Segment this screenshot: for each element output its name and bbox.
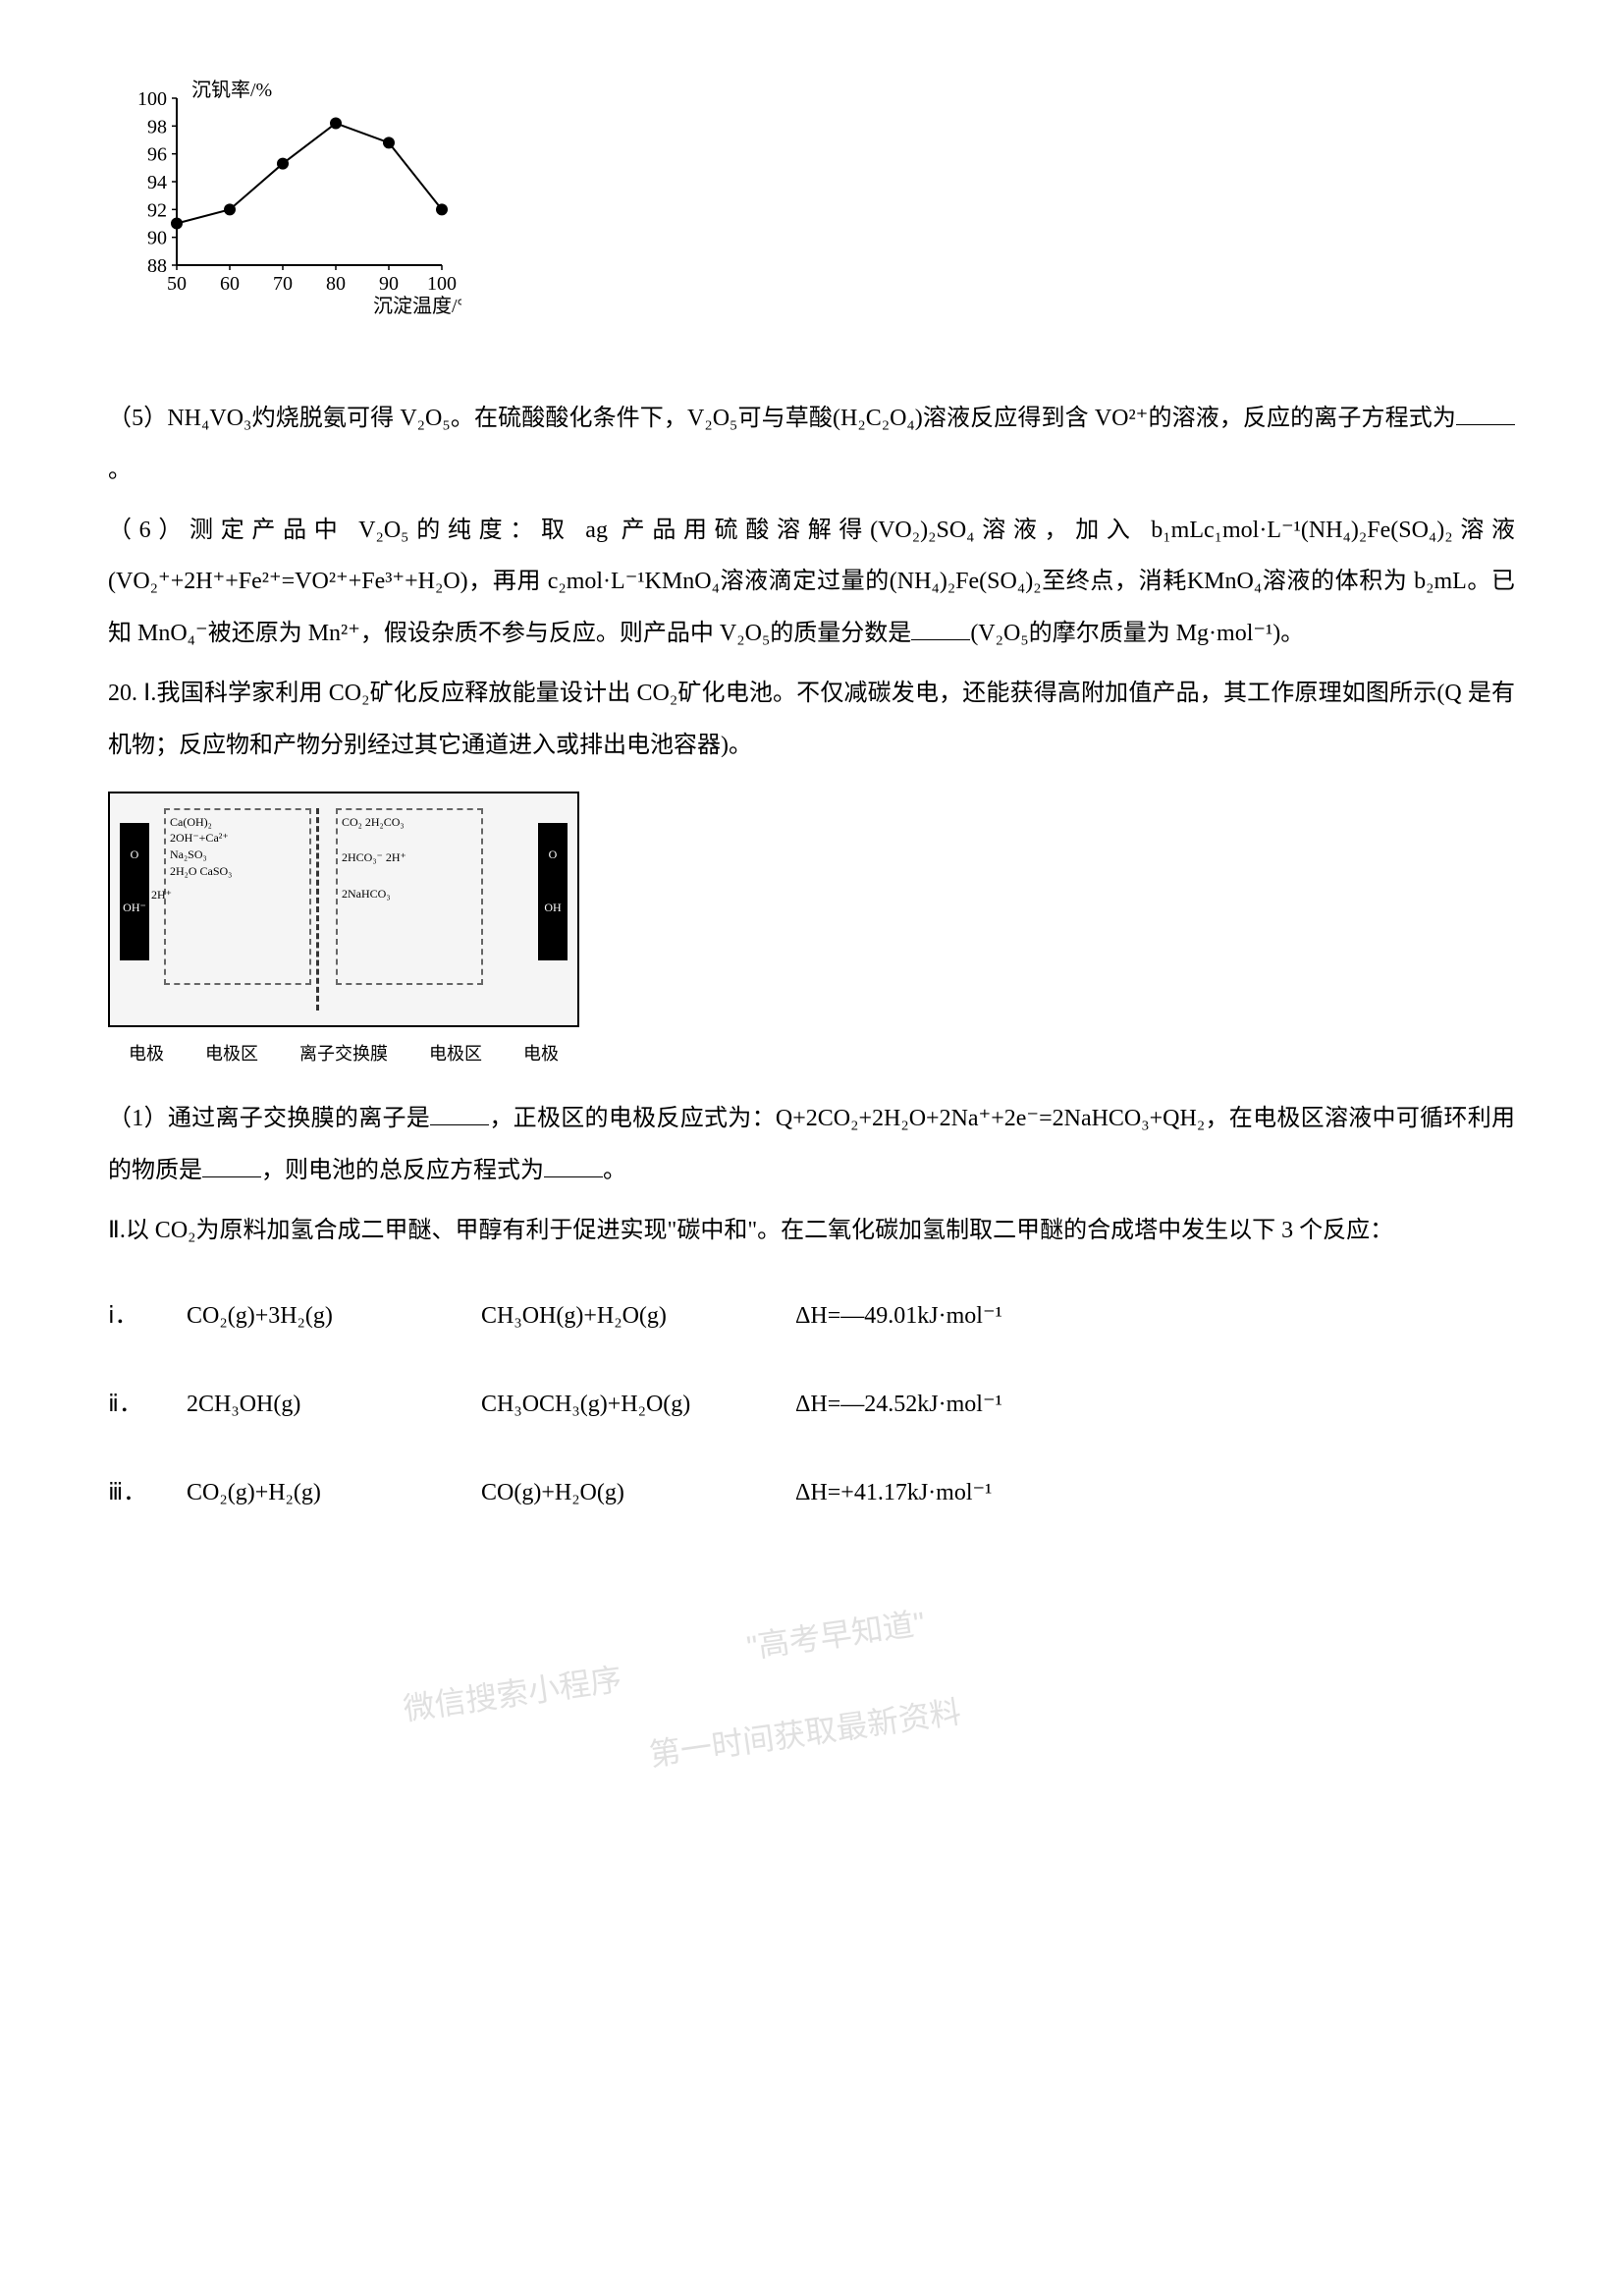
watermark-2: 微信搜索小程序 bbox=[399, 1645, 626, 1744]
reaction-line: ⅲ．CO₂(g)+H₂(g)CO(g)+H₂O(g)ΔH=+41.17kJ·mo… bbox=[108, 1463, 1515, 1522]
svg-text:96: 96 bbox=[147, 144, 167, 166]
reaction-num: ⅱ． bbox=[108, 1375, 187, 1434]
svg-text:沉淀温度/°C: 沉淀温度/°C bbox=[373, 295, 461, 314]
svg-text:88: 88 bbox=[147, 255, 167, 277]
watermark-3: 第一时间获取最新资料 bbox=[645, 1677, 966, 1789]
right-o-label: O bbox=[538, 843, 568, 866]
q20-2-text: Ⅱ.以 CO₂为原料加氢合成二甲醚、甲醇有利于促进实现"碳中和"。在二氧化碳加氢… bbox=[108, 1218, 1393, 1243]
left-oh-label: OH⁻ bbox=[120, 896, 149, 919]
q5-text-a: （5）NH₄VO₃灼烧脱氨可得 V₂O₅。在硫酸酸化条件下，V₂O₅可与草酸(H… bbox=[108, 406, 1456, 431]
electrode-right: O OH bbox=[538, 823, 568, 960]
watermark-1: "高考早知道" bbox=[742, 1589, 930, 1682]
left-o-label: O bbox=[120, 843, 149, 866]
q20-intro-text: 20. Ⅰ.我国科学家利用 CO₂矿化反应释放能量设计出 CO₂矿化电池。不仅减… bbox=[108, 681, 1515, 758]
svg-text:100: 100 bbox=[427, 273, 457, 295]
reactions-list: ⅰ．CO₂(g)+3H₂(g)CH₃OH(g)+H₂O(g)ΔH=—49.01k… bbox=[108, 1286, 1515, 1522]
q20-1-blank3 bbox=[544, 1149, 603, 1177]
reaction-reactants: 2CH₃OH(g) bbox=[187, 1375, 481, 1434]
label-electrode-r: 电极 bbox=[523, 1035, 559, 1074]
svg-text:92: 92 bbox=[147, 199, 167, 221]
reaction-products: CO(g)+H₂O(g) bbox=[481, 1463, 795, 1522]
svg-text:沉钒率/%: 沉钒率/% bbox=[191, 79, 272, 101]
question-20-1: （1）通过离子交换膜的离子是，正极区的电极反应式为：Q+2CO₂+2H₂O+2N… bbox=[108, 1093, 1515, 1197]
rz-l3: 2NaHCO₃ bbox=[342, 886, 477, 902]
svg-text:50: 50 bbox=[167, 273, 187, 295]
right-oh-label: OH bbox=[538, 896, 568, 919]
svg-text:60: 60 bbox=[220, 273, 240, 295]
reaction-enthalpy: ΔH=—24.52kJ·mol⁻¹ bbox=[795, 1375, 1515, 1434]
electrode-left: O OH⁻ bbox=[120, 823, 149, 960]
lz-l3: Na₂SO₃ bbox=[170, 847, 305, 863]
rz-l2: 2HCO₃⁻ 2H⁺ bbox=[342, 849, 477, 866]
question-20-2: Ⅱ.以 CO₂为原料加氢合成二甲醚、甲醇有利于促进实现"碳中和"。在二氧化碳加氢… bbox=[108, 1205, 1515, 1257]
reaction-num: ⅲ． bbox=[108, 1463, 187, 1522]
electrode-zone-right: CO₂ 2H₂CO₃ 2HCO₃⁻ 2H⁺ 2NaHCO₃ bbox=[336, 808, 483, 985]
reaction-reactants: CO₂(g)+3H₂(g) bbox=[187, 1286, 481, 1345]
reaction-products: CH₃OH(g)+H₂O(g) bbox=[481, 1286, 795, 1345]
svg-text:98: 98 bbox=[147, 116, 167, 137]
rz-l1: CO₂ 2H₂CO₃ bbox=[342, 814, 477, 831]
left-h-label: 2H⁺ bbox=[151, 882, 172, 907]
q20-1-d: 。 bbox=[603, 1158, 626, 1183]
question-5: （5）NH₄VO₃灼烧脱氨可得 V₂O₅。在硫酸酸化条件下，V₂O₅可与草酸(H… bbox=[108, 393, 1515, 497]
svg-text:70: 70 bbox=[273, 273, 293, 295]
label-electrode-l: 电极 bbox=[129, 1035, 164, 1074]
reaction-reactants: CO₂(g)+H₂(g) bbox=[187, 1463, 481, 1522]
lz-l2: 2OH⁻+Ca²⁺ bbox=[170, 830, 305, 847]
svg-text:90: 90 bbox=[379, 273, 399, 295]
q5-blank bbox=[1456, 397, 1515, 425]
reaction-line: ⅰ．CO₂(g)+3H₂(g)CH₃OH(g)+H₂O(g)ΔH=—49.01k… bbox=[108, 1286, 1515, 1345]
membrane-line bbox=[316, 808, 319, 1011]
q20-1-a: （1）通过离子交换膜的离子是 bbox=[108, 1106, 430, 1131]
battery-diagram: O OH⁻ Ca(OH)₂ 2OH⁻+Ca²⁺ Na₂SO₃ 2H₂O CaSO… bbox=[108, 792, 1515, 1074]
electrode-zone-left: Ca(OH)₂ 2OH⁻+Ca²⁺ Na₂SO₃ 2H₂O CaSO₃ bbox=[164, 808, 311, 985]
svg-text:80: 80 bbox=[326, 273, 346, 295]
lz-l4: 2H₂O CaSO₃ bbox=[170, 863, 305, 880]
q20-1-blank2 bbox=[202, 1149, 261, 1177]
svg-text:94: 94 bbox=[147, 172, 167, 193]
question-6: （6）测定产品中 V₂O₅的纯度：取 ag 产品用硫酸溶解得(VO₂)₂SO₄溶… bbox=[108, 505, 1515, 660]
chart-container: 88 90 92 94 96 98 100 50 60 70 80 90 100 沉钒率/% 沉淀温度/°C bbox=[108, 79, 1515, 314]
line-chart: 88 90 92 94 96 98 100 50 60 70 80 90 100 沉钒率/% 沉淀温度/°C bbox=[108, 79, 461, 314]
question-20-intro: 20. Ⅰ.我国科学家利用 CO₂矿化反应释放能量设计出 CO₂矿化电池。不仅减… bbox=[108, 668, 1515, 772]
q20-1-blank1 bbox=[430, 1097, 489, 1125]
label-membrane: 离子交换膜 bbox=[299, 1035, 388, 1074]
q20-1-c: ，则电池的总反应方程式为 bbox=[261, 1158, 544, 1183]
q5-text-b: 。 bbox=[108, 458, 132, 483]
lz-l1: Ca(OH)₂ bbox=[170, 814, 305, 831]
svg-text:100: 100 bbox=[137, 88, 167, 110]
diagram-labels: 电极 电极区 离子交换膜 电极区 电极 bbox=[108, 1035, 579, 1074]
q6-blank bbox=[911, 612, 970, 640]
reaction-products: CH₃OCH₃(g)+H₂O(g) bbox=[481, 1375, 795, 1434]
label-zone-l: 电极区 bbox=[205, 1035, 258, 1074]
reaction-enthalpy: ΔH=—49.01kJ·mol⁻¹ bbox=[795, 1286, 1515, 1345]
label-zone-r: 电极区 bbox=[429, 1035, 482, 1074]
reaction-num: ⅰ． bbox=[108, 1286, 187, 1345]
q6-text-b: (V₂O₅的摩尔质量为 Mg·mol⁻¹)。 bbox=[970, 621, 1304, 646]
reaction-enthalpy: ΔH=+41.17kJ·mol⁻¹ bbox=[795, 1463, 1515, 1522]
reaction-line: ⅱ．2CH₃OH(g)CH₃OCH₃(g)+H₂O(g)ΔH=—24.52kJ·… bbox=[108, 1375, 1515, 1434]
svg-text:90: 90 bbox=[147, 228, 167, 249]
diagram-box: O OH⁻ Ca(OH)₂ 2OH⁻+Ca²⁺ Na₂SO₃ 2H₂O CaSO… bbox=[108, 792, 579, 1027]
